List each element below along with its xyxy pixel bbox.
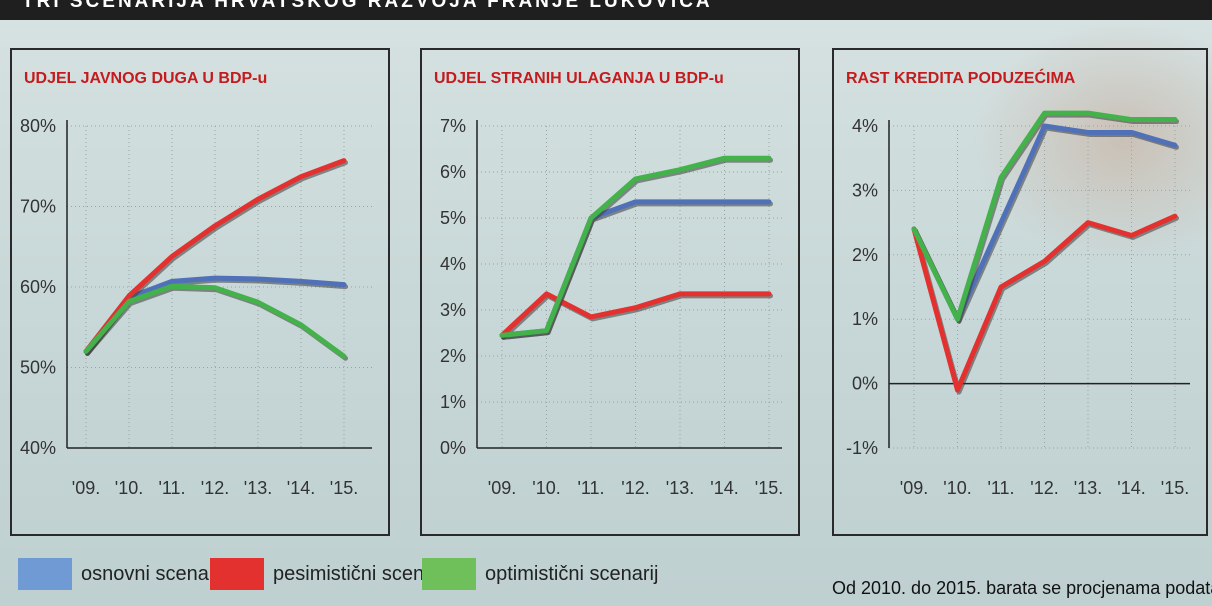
footnote: Od 2010. do 2015. barata se procjenama p… <box>832 578 1212 598</box>
x-tick-label: '14. <box>710 478 738 498</box>
header-bar: TRI SCENARIJA HRVATSKOG RAZVOJA FRANJE L… <box>0 0 1212 20</box>
series-line-optimisticni <box>499 155 772 338</box>
x-tick-label: '09. <box>72 478 100 498</box>
chart-credit-svg: 4% 3% 2% 1% 0% -1% '09. '10. '11. '12. '13. '14. '15… <box>846 110 1190 498</box>
series-shadow <box>913 112 1179 324</box>
x-tick-label: '13. <box>244 478 272 498</box>
x-tick-label: '14. <box>287 478 315 498</box>
chart-title: UDJEL STRANIH ULAGANJA U BDP-u <box>434 70 724 87</box>
chart-title: UDJEL JAVNOG DUGA U BDP-u <box>24 70 268 87</box>
series-shadow <box>913 125 1179 324</box>
series-line-pesimisticni <box>911 213 1178 393</box>
header-title: TRI SCENARIJA HRVATSKOG RAZVOJA FRANJE L… <box>22 0 713 12</box>
chart-debt-svg: 80% 70% 60% 50% 40% '09. '10. '11. '12. '13. '14. '… <box>20 116 372 498</box>
y-tick-label: 40% <box>20 438 56 458</box>
y-tick-label: 2% <box>440 346 466 366</box>
legend-item-pesimisticni: pesimistični scenarij <box>210 556 451 592</box>
legend-swatch-blue <box>18 558 72 590</box>
series-shadow <box>913 215 1179 395</box>
x-tick-label: '12. <box>1030 478 1058 498</box>
x-tick-label: '10. <box>532 478 560 498</box>
y-tick-label: -1% <box>846 438 878 458</box>
series-line-pesimisticni <box>83 158 347 354</box>
series-line-pesimisticni <box>499 291 772 338</box>
legend-label: pesimistični scenarij <box>273 562 451 585</box>
y-tick-label: 2% <box>852 245 878 265</box>
legend-item-optimisticni: optimistični scenarij <box>422 556 658 592</box>
x-tick-label: '12. <box>201 478 229 498</box>
y-tick-label: 70% <box>20 197 56 217</box>
x-tick-label: '09. <box>900 478 928 498</box>
y-tick-label: 50% <box>20 358 56 378</box>
x-tick-label: '11. <box>577 478 604 498</box>
legend-label: osnovni scenarij <box>81 562 225 585</box>
y-tick-label: 0% <box>440 438 466 458</box>
x-tick-label: '15. <box>755 478 783 498</box>
chart-panel-credit-growth: RAST KREDITA PODUZEĆIMA 4% 3% 2% 1% 0% -1% '09… <box>832 48 1208 536</box>
y-tick-label: 4% <box>852 116 878 136</box>
chart-investment-svg: 7% 6% 5% 4% 3% 2% 1% 0% '09. '10. '11. '12. '13. '14.… <box>440 116 783 498</box>
legend-swatch-red <box>210 558 264 590</box>
series-line-optimisticni <box>911 110 1178 322</box>
x-tick-label: '09. <box>488 478 516 498</box>
legend-label: optimistični scenarij <box>485 562 659 585</box>
x-tick-label: '11. <box>158 478 185 498</box>
series-shadow <box>501 201 773 340</box>
y-tick-label: 1% <box>852 309 878 329</box>
y-tick-label: 60% <box>20 277 56 297</box>
y-tick-label: 7% <box>440 116 466 136</box>
y-tick-label: 3% <box>852 180 878 200</box>
y-tick-label: 3% <box>440 300 466 320</box>
series-line-optimisticni <box>83 283 347 359</box>
legend-swatch-green <box>422 558 476 590</box>
y-tick-label: 4% <box>440 254 466 274</box>
y-tick-label: 1% <box>440 392 466 412</box>
x-tick-label: '15. <box>1161 478 1189 498</box>
x-tick-label: '13. <box>1074 478 1102 498</box>
series-line-osnovni <box>499 199 772 338</box>
y-tick-label: 6% <box>440 162 466 182</box>
x-tick-label: '11. <box>987 478 1014 498</box>
y-tick-label: 5% <box>440 208 466 228</box>
x-tick-label: '15. <box>330 478 358 498</box>
chart-panel-public-debt: UDJEL JAVNOG DUGA U BDP-u 80% 70% 60% 50% 40… <box>10 48 390 536</box>
y-tick-label: 80% <box>20 116 56 136</box>
series-shadow <box>85 160 348 356</box>
x-tick-label: '12. <box>621 478 649 498</box>
chart-title: RAST KREDITA PODUZEĆIMA <box>846 70 1076 87</box>
x-tick-label: '10. <box>115 478 143 498</box>
x-tick-label: '14. <box>1117 478 1145 498</box>
x-tick-label: '13. <box>666 478 694 498</box>
y-tick-label: 0% <box>852 374 878 394</box>
x-tick-label: '10. <box>943 478 971 498</box>
legend-item-osnovni: osnovni scenarij <box>18 556 224 592</box>
chart-panel-foreign-investment: UDJEL STRANIH ULAGANJA U BDP-u 7% 6% 5% 4% 3… <box>420 48 800 536</box>
